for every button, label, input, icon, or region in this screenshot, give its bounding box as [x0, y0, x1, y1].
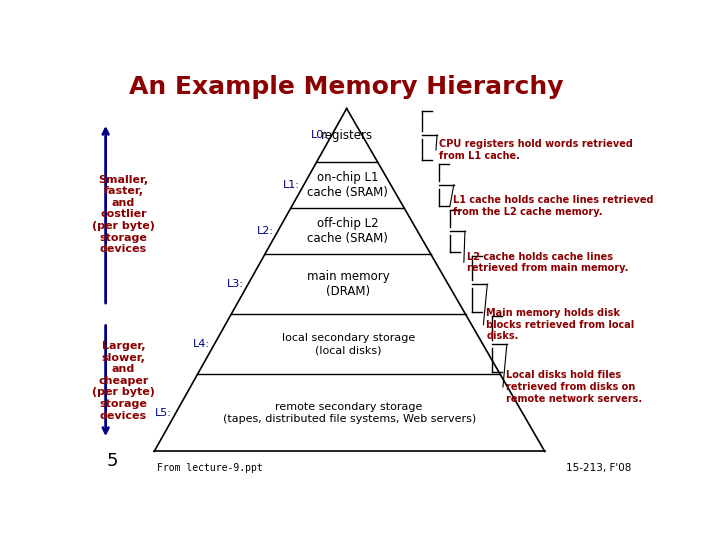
- Text: 5: 5: [107, 452, 118, 470]
- Text: L4:: L4:: [193, 339, 210, 349]
- Text: on-chip L1
cache (SRAM): on-chip L1 cache (SRAM): [307, 171, 388, 199]
- Text: L0:: L0:: [310, 130, 328, 140]
- Text: off-chip L2
cache (SRAM): off-chip L2 cache (SRAM): [307, 217, 388, 245]
- Text: remote secondary storage
(tapes, distributed file systems, Web servers): remote secondary storage (tapes, distrib…: [222, 402, 476, 424]
- Text: CPU registers hold words retrieved
from L1 cache.: CPU registers hold words retrieved from …: [438, 139, 633, 161]
- Text: From lecture-9.ppt: From lecture-9.ppt: [157, 463, 263, 473]
- Text: An Example Memory Hierarchy: An Example Memory Hierarchy: [130, 75, 564, 99]
- Text: L1:: L1:: [282, 180, 300, 190]
- Text: 15-213, F'08: 15-213, F'08: [566, 463, 631, 473]
- Text: Local disks hold files
retrieved from disks on
remote network servers.: Local disks hold files retrieved from di…: [505, 370, 642, 403]
- Text: Larger,
slower,
and
cheaper
(per byte)
storage
devices: Larger, slower, and cheaper (per byte) s…: [92, 341, 155, 421]
- Text: Smaller,
faster,
and
costlier
(per byte)
storage
devices: Smaller, faster, and costlier (per byte)…: [92, 174, 155, 254]
- Text: main memory
(DRAM): main memory (DRAM): [307, 270, 390, 298]
- Text: local secondary storage
(local disks): local secondary storage (local disks): [282, 334, 415, 355]
- Text: L1 cache holds cache lines retrieved
from the L2 cache memory.: L1 cache holds cache lines retrieved fro…: [453, 195, 653, 217]
- Text: L3:: L3:: [227, 279, 243, 289]
- Text: Main memory holds disk
blocks retrieved from local
disks.: Main memory holds disk blocks retrieved …: [486, 308, 634, 341]
- Text: L2:: L2:: [256, 226, 274, 236]
- Text: L5:: L5:: [155, 408, 171, 418]
- Text: L2 cache holds cache lines
retrieved from main memory.: L2 cache holds cache lines retrieved fro…: [467, 252, 628, 273]
- Text: registers: registers: [321, 129, 373, 141]
